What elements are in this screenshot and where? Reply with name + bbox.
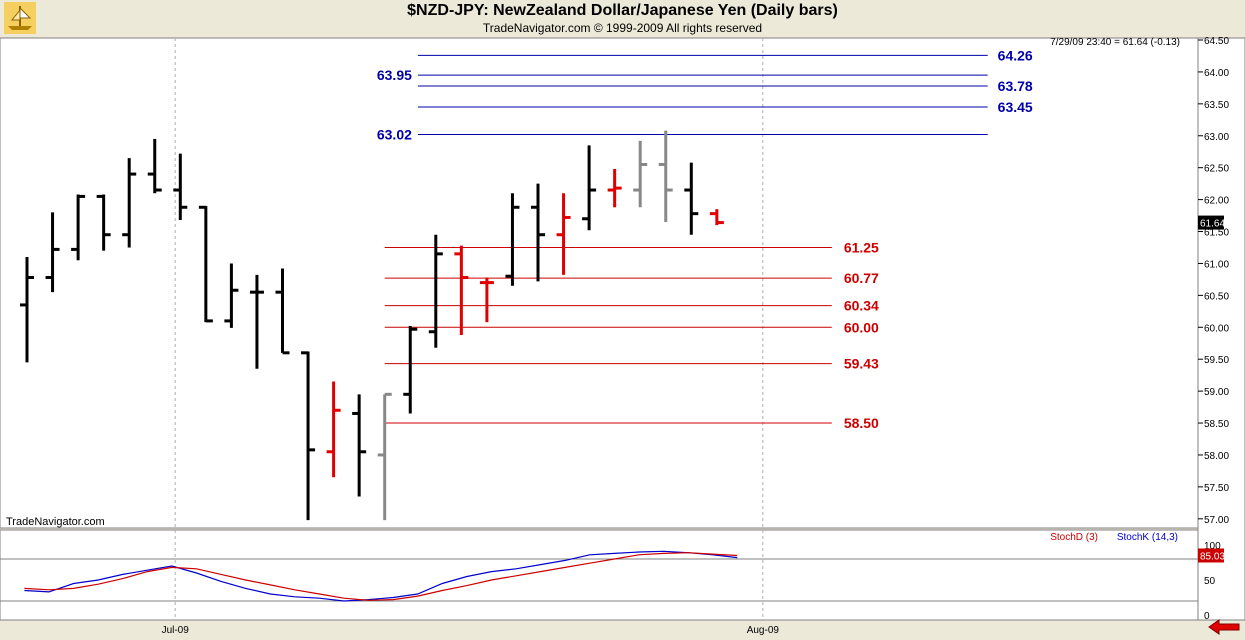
stoch-y-tick-label: 50 — [1204, 576, 1216, 587]
ohlc-bar — [198, 205, 213, 323]
scroll-left-arrow-icon[interactable] — [1207, 618, 1241, 636]
ohlc-bar — [71, 194, 86, 261]
y-tick-label: 62.50 — [1204, 164, 1229, 175]
y-tick-label: 63.50 — [1204, 100, 1229, 111]
target-level-label: 63.78 — [998, 78, 1033, 94]
level-lines: 61.25 60.77 60.34 60.00 59.43 58.50 64.26 63.95… — [377, 47, 1033, 431]
ohlc-bar — [684, 162, 699, 235]
price-panel — [0, 37, 1199, 529]
grid-lines — [174, 38, 764, 620]
target-level-label: 63.02 — [377, 126, 412, 142]
ohlc-bar — [658, 130, 673, 222]
stoch-value-tag-label: 85.03 — [1200, 551, 1225, 562]
ohlc-bar — [352, 394, 367, 497]
y-tick-label: 59.50 — [1204, 355, 1229, 366]
ohlc-bar — [582, 145, 597, 231]
ohlc-bar — [607, 168, 622, 208]
ohlc-bar — [479, 277, 494, 323]
trade-navigator-logo-icon — [4, 2, 36, 34]
ohlc-bar — [173, 153, 188, 221]
y-tick-label: 61.00 — [1204, 259, 1229, 270]
last-quote-label: 7/29/09 23:40 = 61.64 (-0.13) — [1050, 37, 1180, 48]
fib-level-label: 59.43 — [844, 356, 879, 372]
ohlc-bar — [556, 193, 571, 275]
stoch-k-legend: StochK (14,3) — [1117, 532, 1178, 543]
ohlc-bar — [275, 268, 290, 355]
stoch-value-tag — [1198, 548, 1224, 563]
ohlc-bar — [96, 194, 111, 251]
y-tick-label: 58.50 — [1204, 419, 1229, 430]
stochastic-indicator: 100 50 0 StochD (3) StochK (14,3) 85.03 — [0, 532, 1225, 622]
y-tick-label: 57.50 — [1204, 483, 1229, 494]
ohlc-bar — [249, 274, 264, 369]
last-price-tag — [1198, 215, 1224, 230]
copyright-notice: TradeNavigator.com © 1999-2009 All right… — [482, 21, 763, 35]
ohlc-bar — [633, 140, 648, 208]
x-tick-label: Aug-09 — [747, 625, 780, 636]
ohlc-bar — [709, 209, 724, 226]
y-tick-label: 61.50 — [1204, 228, 1229, 239]
ohlc-bar — [147, 138, 162, 194]
ohlc-bar — [403, 326, 418, 414]
ohlc-bar — [377, 392, 392, 521]
y-tick-label: 57.00 — [1204, 515, 1229, 526]
stoch-y-tick-label: 0 — [1204, 611, 1210, 622]
ohlc-bar — [20, 257, 34, 363]
ohlc-bar — [428, 234, 443, 348]
y-tick-label: 62.00 — [1204, 196, 1229, 207]
y-tick-label: 64.50 — [1204, 36, 1229, 47]
target-level-label: 63.45 — [998, 99, 1033, 115]
y-tick-label: 64.00 — [1204, 68, 1229, 79]
ohlc-bar — [45, 212, 60, 293]
stoch-d-legend: StochD (3) — [1050, 532, 1098, 543]
y-tick-label: 59.00 — [1204, 387, 1229, 398]
y-tick-label: 60.00 — [1204, 323, 1229, 334]
x-axis: Jul-09 Aug-09 — [162, 625, 780, 636]
ohlc-bar — [505, 193, 520, 286]
y-axis-panel — [1197, 37, 1245, 621]
stoch-y-tick-label: 100 — [1204, 541, 1221, 552]
target-level-label: 64.26 — [998, 47, 1033, 63]
last-price-tag-label: 61.64 — [1200, 219, 1225, 230]
fib-level-label: 60.34 — [844, 298, 879, 314]
stoch-d-line — [24, 552, 738, 601]
ohlc-bars — [20, 130, 724, 521]
stochastic-panel — [0, 529, 1199, 621]
ohlc-bar — [122, 158, 137, 248]
y-tick-label: 63.00 — [1204, 132, 1229, 143]
fib-level-label: 61.25 — [844, 239, 879, 255]
ohlc-bar — [301, 351, 316, 521]
ohlc-bar — [454, 245, 469, 335]
y-tick-label: 58.00 — [1204, 451, 1229, 462]
fib-level-label: 58.50 — [844, 415, 879, 431]
y-tick-label: 60.50 — [1204, 291, 1229, 302]
y-axis: 64.50 64.00 63.50 63.00 62.50 62.00 61.50 61.00… — [1198, 36, 1229, 526]
ohlc-bar — [531, 183, 545, 282]
chart-header: $NZD-JPY: NewZealand Dollar/Japanese Yen… — [0, 0, 1245, 38]
stoch-k-line — [24, 550, 738, 602]
watermark-label: TradeNavigator.com — [6, 516, 105, 528]
ohlc-bar — [326, 381, 341, 478]
chart-title: $NZD-JPY: NewZealand Dollar/Japanese Yen… — [407, 2, 838, 19]
x-tick-label: Jul-09 — [162, 625, 190, 636]
fib-level-label: 60.77 — [844, 270, 879, 286]
target-level-label: 63.95 — [377, 67, 412, 83]
fib-level-label: 60.00 — [844, 319, 879, 335]
ohlc-bar — [224, 263, 239, 328]
